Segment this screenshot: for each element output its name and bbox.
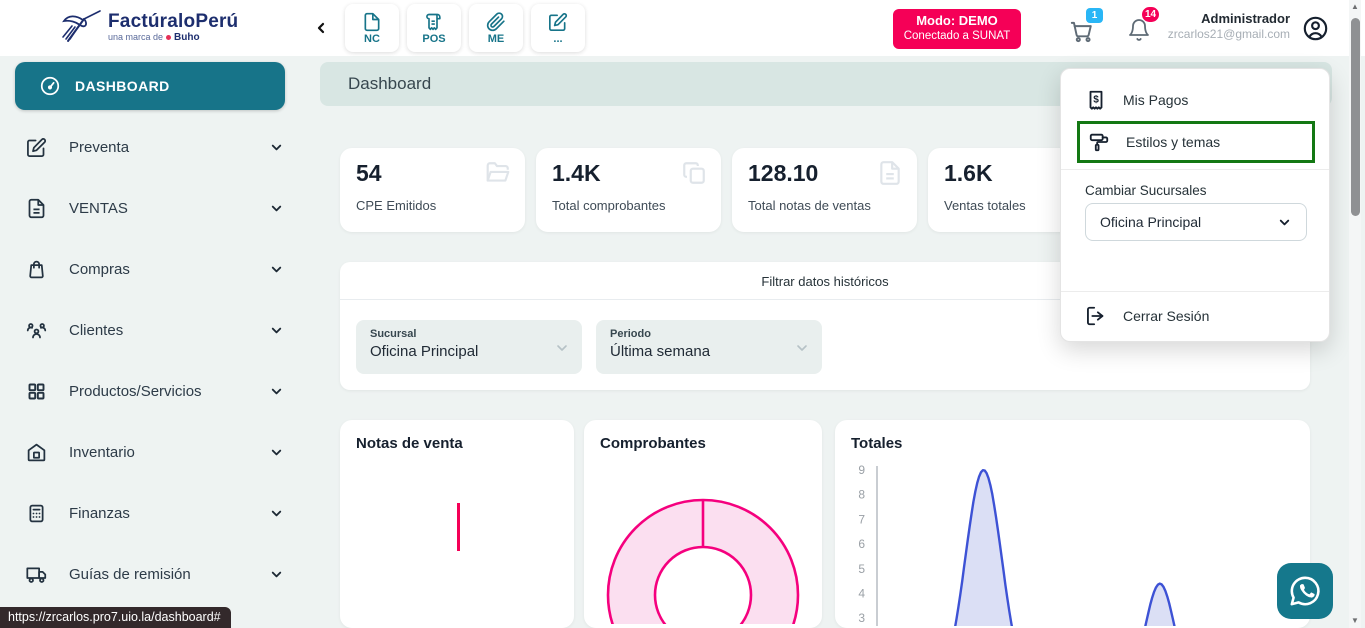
users-icon <box>26 320 47 341</box>
warehouse-icon <box>26 442 47 463</box>
sidebar-item-compras[interactable]: Compras <box>26 256 284 282</box>
user-email: zrcarlos21@gmail.com <box>1168 27 1290 42</box>
calculator-icon <box>26 503 47 524</box>
hummingbird-logo-icon <box>58 7 102 47</box>
quick-action-nc[interactable]: NC <box>345 4 399 52</box>
scrollbar-thumb[interactable] <box>1351 18 1360 216</box>
user-name: Administrador <box>1168 11 1290 27</box>
sidebar-item-guias-remision[interactable]: Guías de remisión <box>26 561 284 587</box>
stat-card-notas-ventas: 128.10 Total notas de ventas <box>732 148 917 232</box>
user-circle-icon <box>1302 15 1329 42</box>
scroll-up-arrow[interactable]: ▲ <box>1349 2 1361 11</box>
copy-icon <box>681 160 707 186</box>
sidebar-item-ventas[interactable]: VENTAS <box>26 195 284 221</box>
edit-icon <box>26 137 47 158</box>
chevron-down-icon <box>269 323 284 338</box>
top-bar: FactúraloPerú una marca de Buho NC POS M… <box>0 0 1365 56</box>
brand-tagline: una marca de Buho <box>108 33 238 43</box>
chevron-down-icon <box>794 340 810 356</box>
chevron-down-icon <box>269 445 284 460</box>
file-text-icon <box>26 198 47 219</box>
chevron-down-icon <box>269 506 284 521</box>
whatsapp-button[interactable] <box>1277 563 1333 619</box>
sucursal-select[interactable]: Sucursal Oficina Principal <box>356 320 582 374</box>
svg-text:5: 5 <box>858 562 865 576</box>
sidebar-collapse-button[interactable] <box>310 16 332 40</box>
status-url-tooltip: https://zrcarlos.pro7.uio.la/dashboard# <box>0 607 231 628</box>
branch-select[interactable]: Oficina Principal <box>1085 203 1307 241</box>
brand-logo[interactable]: FactúraloPerú una marca de Buho <box>58 7 238 47</box>
scroll-down-arrow[interactable]: ▼ <box>1349 616 1361 625</box>
chart-card-notas-de-venta: Notas de venta <box>340 420 574 628</box>
whatsapp-icon <box>1287 573 1323 609</box>
stat-card-total-comprobantes: 1.4K Total comprobantes <box>536 148 721 232</box>
paint-roller-icon <box>1088 131 1110 153</box>
chart-card-totales: Totales 9876543 <box>835 420 1310 628</box>
area-chart: 9 8 7 6 5 4 3 <box>841 454 1307 626</box>
quick-action-me[interactable]: ME <box>469 4 523 52</box>
demo-mode-badge: Modo: DEMO Conectado a SUNAT <box>893 9 1021 49</box>
divider <box>1061 291 1329 292</box>
notas-tick <box>457 503 460 551</box>
chevron-left-icon <box>313 20 329 36</box>
quick-action-more[interactable]: ... <box>531 4 585 52</box>
chevron-down-icon <box>269 201 284 216</box>
sidebar-item-productos-servicios[interactable]: Productos/Servicios <box>26 378 284 404</box>
sidebar-item-finanzas[interactable]: Finanzas <box>26 500 284 526</box>
chevron-down-icon <box>269 262 284 277</box>
chevron-down-icon <box>554 340 570 356</box>
donut-chart <box>584 456 822 624</box>
avatar[interactable] <box>1302 15 1329 42</box>
folder-open-icon <box>485 160 511 186</box>
notification-count-badge: 14 <box>1142 7 1159 22</box>
brand-name: FactúraloPerú <box>108 12 238 31</box>
divider <box>1061 169 1329 170</box>
receipt-icon <box>424 12 444 32</box>
svg-text:7: 7 <box>858 512 865 526</box>
chevron-down-icon <box>269 140 284 155</box>
menu-item-estilos-y-temas[interactable]: Estilos y temas <box>1077 121 1315 163</box>
chevron-down-icon <box>269 384 284 399</box>
sidebar-item-clientes[interactable]: Clientes <box>26 317 284 343</box>
sidebar-item-preventa[interactable]: Preventa <box>26 134 284 160</box>
grid-icon <box>26 381 47 402</box>
logout-icon <box>1085 305 1107 327</box>
dollar-receipt-icon: $ <box>1085 89 1107 111</box>
page-title: Dashboard <box>348 74 431 94</box>
cart-count-badge: 1 <box>1086 8 1103 23</box>
sidebar-item-inventario[interactable]: Inventario <box>26 439 284 465</box>
chart-card-comprobantes: Comprobantes <box>584 420 822 628</box>
svg-text:6: 6 <box>858 537 865 551</box>
menu-item-mis-pagos[interactable]: $ Mis Pagos <box>1085 89 1188 111</box>
paperclip-icon <box>486 12 506 32</box>
shopping-bag-icon <box>26 259 47 280</box>
sidebar-item-dashboard[interactable]: DASHBOARD <box>15 62 285 110</box>
periodo-select[interactable]: Periodo Última semana <box>596 320 822 374</box>
menu-item-cerrar-sesion[interactable]: Cerrar Sesión <box>1085 305 1209 327</box>
file-text-icon <box>877 160 903 186</box>
speedometer-icon <box>39 75 61 97</box>
quick-action-pos[interactable]: POS <box>407 4 461 52</box>
svg-text:9: 9 <box>858 463 865 477</box>
quick-actions: NC POS ME ... <box>345 4 585 52</box>
user-dropdown-menu: $ Mis Pagos Estilos y temas Cambiar Sucu… <box>1060 68 1330 342</box>
pencil-icon <box>548 12 568 32</box>
svg-text:$: $ <box>1093 94 1099 105</box>
scrollbar[interactable]: ▲ ▼ <box>1349 0 1361 628</box>
stat-card-cpe-emitidos: 54 CPE Emitidos <box>340 148 525 232</box>
svg-text:4: 4 <box>858 587 865 601</box>
chevron-down-icon <box>269 567 284 582</box>
svg-text:8: 8 <box>858 488 865 502</box>
file-icon <box>362 12 382 32</box>
buho-dot-icon <box>166 35 171 40</box>
truck-icon <box>26 564 47 585</box>
branch-label: Cambiar Sucursales <box>1085 183 1207 198</box>
chevron-down-icon <box>1277 215 1292 230</box>
user-info: Administrador zrcarlos21@gmail.com <box>1168 11 1290 42</box>
svg-text:3: 3 <box>858 611 865 625</box>
